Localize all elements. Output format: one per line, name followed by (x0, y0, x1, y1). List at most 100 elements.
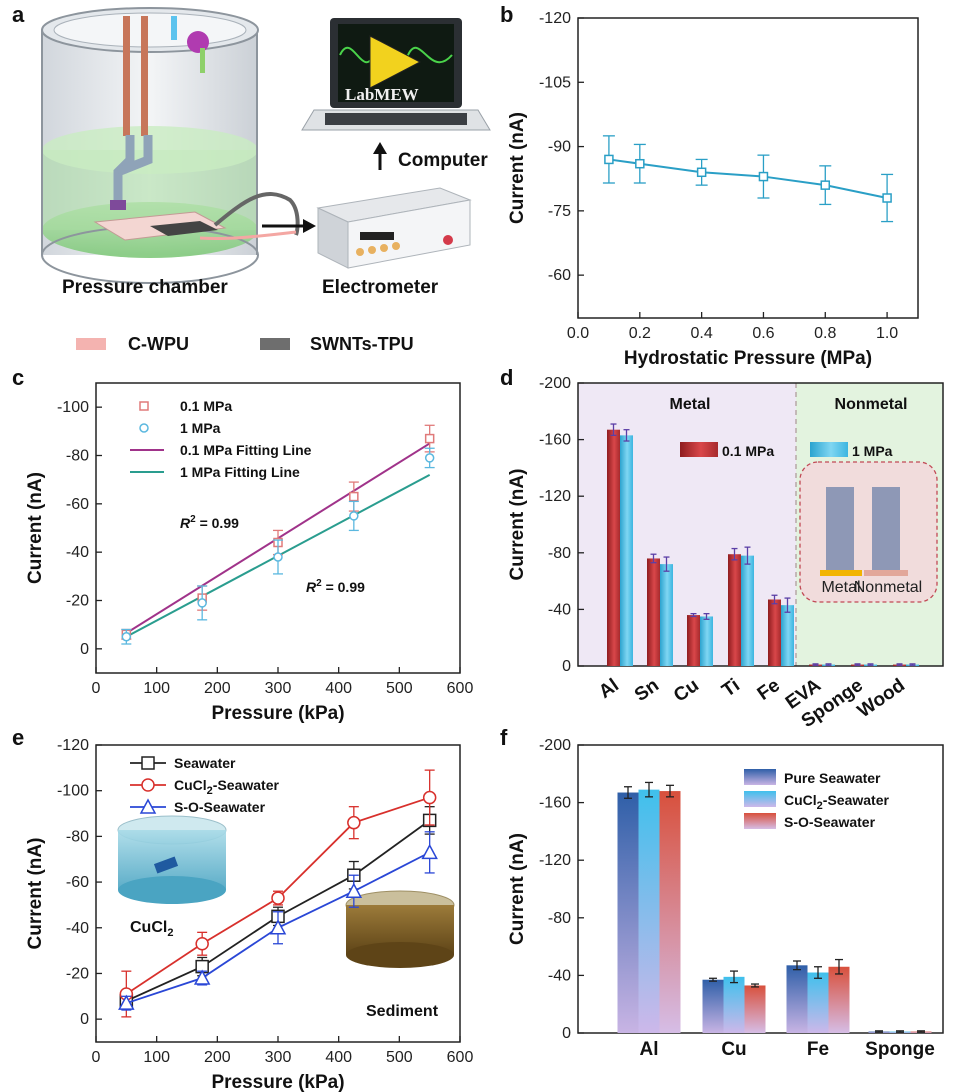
y-tick-label: -75 (548, 203, 571, 220)
y-tick-label: -160 (539, 432, 571, 449)
labview-logo-text: LabMEW (345, 85, 419, 104)
data-point (696, 167, 707, 178)
legend-label-swnts: SWNTs-TPU (310, 334, 414, 354)
y-tick-label: -80 (66, 448, 89, 465)
y-tick-label: -60 (548, 267, 571, 284)
chart-e: -120 -100 -80 -60 -40 -20 0 Current (nA) 0 100 200… (25, 737, 473, 1092)
data-point (604, 154, 614, 165)
panel-letter-d: d (500, 365, 513, 390)
legend-label-cwpu: C-WPU (128, 334, 189, 354)
data-point (424, 453, 435, 463)
y-axis-title: Current (nA) (25, 838, 46, 950)
electrometer-label: Electrometer (322, 277, 439, 298)
y-tick-label: -100 (57, 399, 89, 416)
x-category-label: Ti (718, 675, 744, 702)
y-tick-label: 0 (562, 1025, 571, 1042)
y-tick-label: -105 (539, 74, 571, 91)
y-tick-label: -90 (548, 139, 571, 156)
y-tick-label: -60 (66, 496, 89, 513)
bar (638, 789, 660, 1033)
bar (807, 972, 829, 1033)
bar (828, 966, 850, 1033)
x-axis-title: Pressure (kPa) (211, 703, 344, 724)
chart-f: -200 -160 -120 -80 -40 0 Current (nA) Al Cu Fe Spo… (507, 737, 944, 1060)
x-tick-label: 300 (265, 680, 292, 697)
cucl2-sample-photo (153, 856, 179, 874)
data-point (347, 815, 361, 830)
schematic-panel: LabMEW Computer Pressure chamber Electro… (41, 7, 491, 354)
legend-label: CuCl2-Seawater (174, 777, 279, 797)
legend-swatch (744, 791, 776, 807)
legend-swatch (744, 769, 776, 785)
data-point (193, 969, 211, 985)
y-tick-label: -120 (57, 737, 89, 754)
legend-marker (139, 401, 149, 411)
x-category-label: Wood (854, 675, 909, 722)
data-point (349, 511, 359, 521)
panel-letter-e: e (12, 725, 24, 750)
x-tick-label: 500 (386, 680, 413, 697)
data-point (422, 790, 437, 805)
data-point (195, 937, 209, 951)
legend-label: S-O-Seawater (174, 799, 266, 815)
pressure-chamber-label: Pressure chamber (62, 277, 228, 298)
data-point (758, 171, 769, 182)
plot-frame (95, 382, 461, 674)
x-tick-label: 0 (92, 680, 101, 697)
y-tick-label: -120 (539, 488, 571, 505)
panel-letter-f: f (500, 725, 508, 750)
x-tick-label: 600 (447, 680, 474, 697)
x-category-label: Al (595, 675, 623, 703)
data-point (635, 158, 645, 169)
x-tick-label: 100 (143, 680, 170, 697)
bar (728, 554, 741, 666)
sediment-beaker-photo (346, 942, 454, 968)
cucl2-beaker-photo (118, 876, 226, 904)
bar (659, 791, 681, 1033)
r-squared-annotation: R2 = 0.99 (306, 578, 365, 595)
legend-swatch (810, 442, 848, 457)
legend-label: 0.1 MPa (722, 443, 774, 459)
inset-bar (826, 487, 854, 570)
x-axis-title: Pressure (kPa) (211, 1072, 344, 1092)
data-point (424, 433, 435, 444)
legend-label: 0.1 MPa Fitting Line (180, 442, 312, 458)
data-point (271, 891, 285, 905)
legend-label: 1 MPa (180, 420, 221, 436)
y-tick-label: -40 (66, 920, 89, 937)
x-tick-label: 400 (325, 1049, 352, 1066)
x-tick-label: 100 (143, 1049, 170, 1066)
x-tick-label: 0.4 (691, 325, 713, 342)
legend-marker (139, 423, 149, 433)
y-tick-label: -40 (66, 544, 89, 561)
inset-label: Metal (821, 579, 860, 596)
x-axis-title: Hydrostatic Pressure (MPa) (624, 348, 872, 369)
data-point (882, 193, 892, 203)
plot-frame (577, 382, 944, 667)
legend-label: Pure Seawater (784, 770, 881, 786)
bar (702, 979, 724, 1033)
bar (687, 615, 700, 666)
x-category-label: Fe (807, 1039, 829, 1060)
x-tick-label: 200 (204, 1049, 231, 1066)
computer-illustration: LabMEW (301, 18, 491, 131)
bar (660, 564, 673, 666)
legend-label: 0.1 MPa (180, 398, 232, 414)
x-tick-label: 300 (265, 1049, 292, 1066)
bar (647, 558, 660, 666)
bar (723, 976, 745, 1033)
computer-label: Computer (398, 150, 488, 171)
x-tick-label: 1.0 (876, 325, 898, 342)
x-tick-label: 600 (447, 1049, 474, 1066)
legend-label: CuCl2-Seawater (784, 792, 889, 812)
bar (741, 555, 754, 666)
x-tick-label: 500 (386, 1049, 413, 1066)
electrometer-illustration (316, 187, 472, 269)
r-squared-annotation: R2 = 0.99 (180, 514, 239, 531)
photo-label-sediment: Sediment (366, 1003, 439, 1020)
y-tick-label: -80 (548, 545, 571, 562)
bar (781, 605, 794, 666)
y-tick-label: -20 (66, 593, 89, 610)
legend-label: Seawater (174, 755, 236, 771)
y-tick-label: 0 (80, 1011, 89, 1028)
